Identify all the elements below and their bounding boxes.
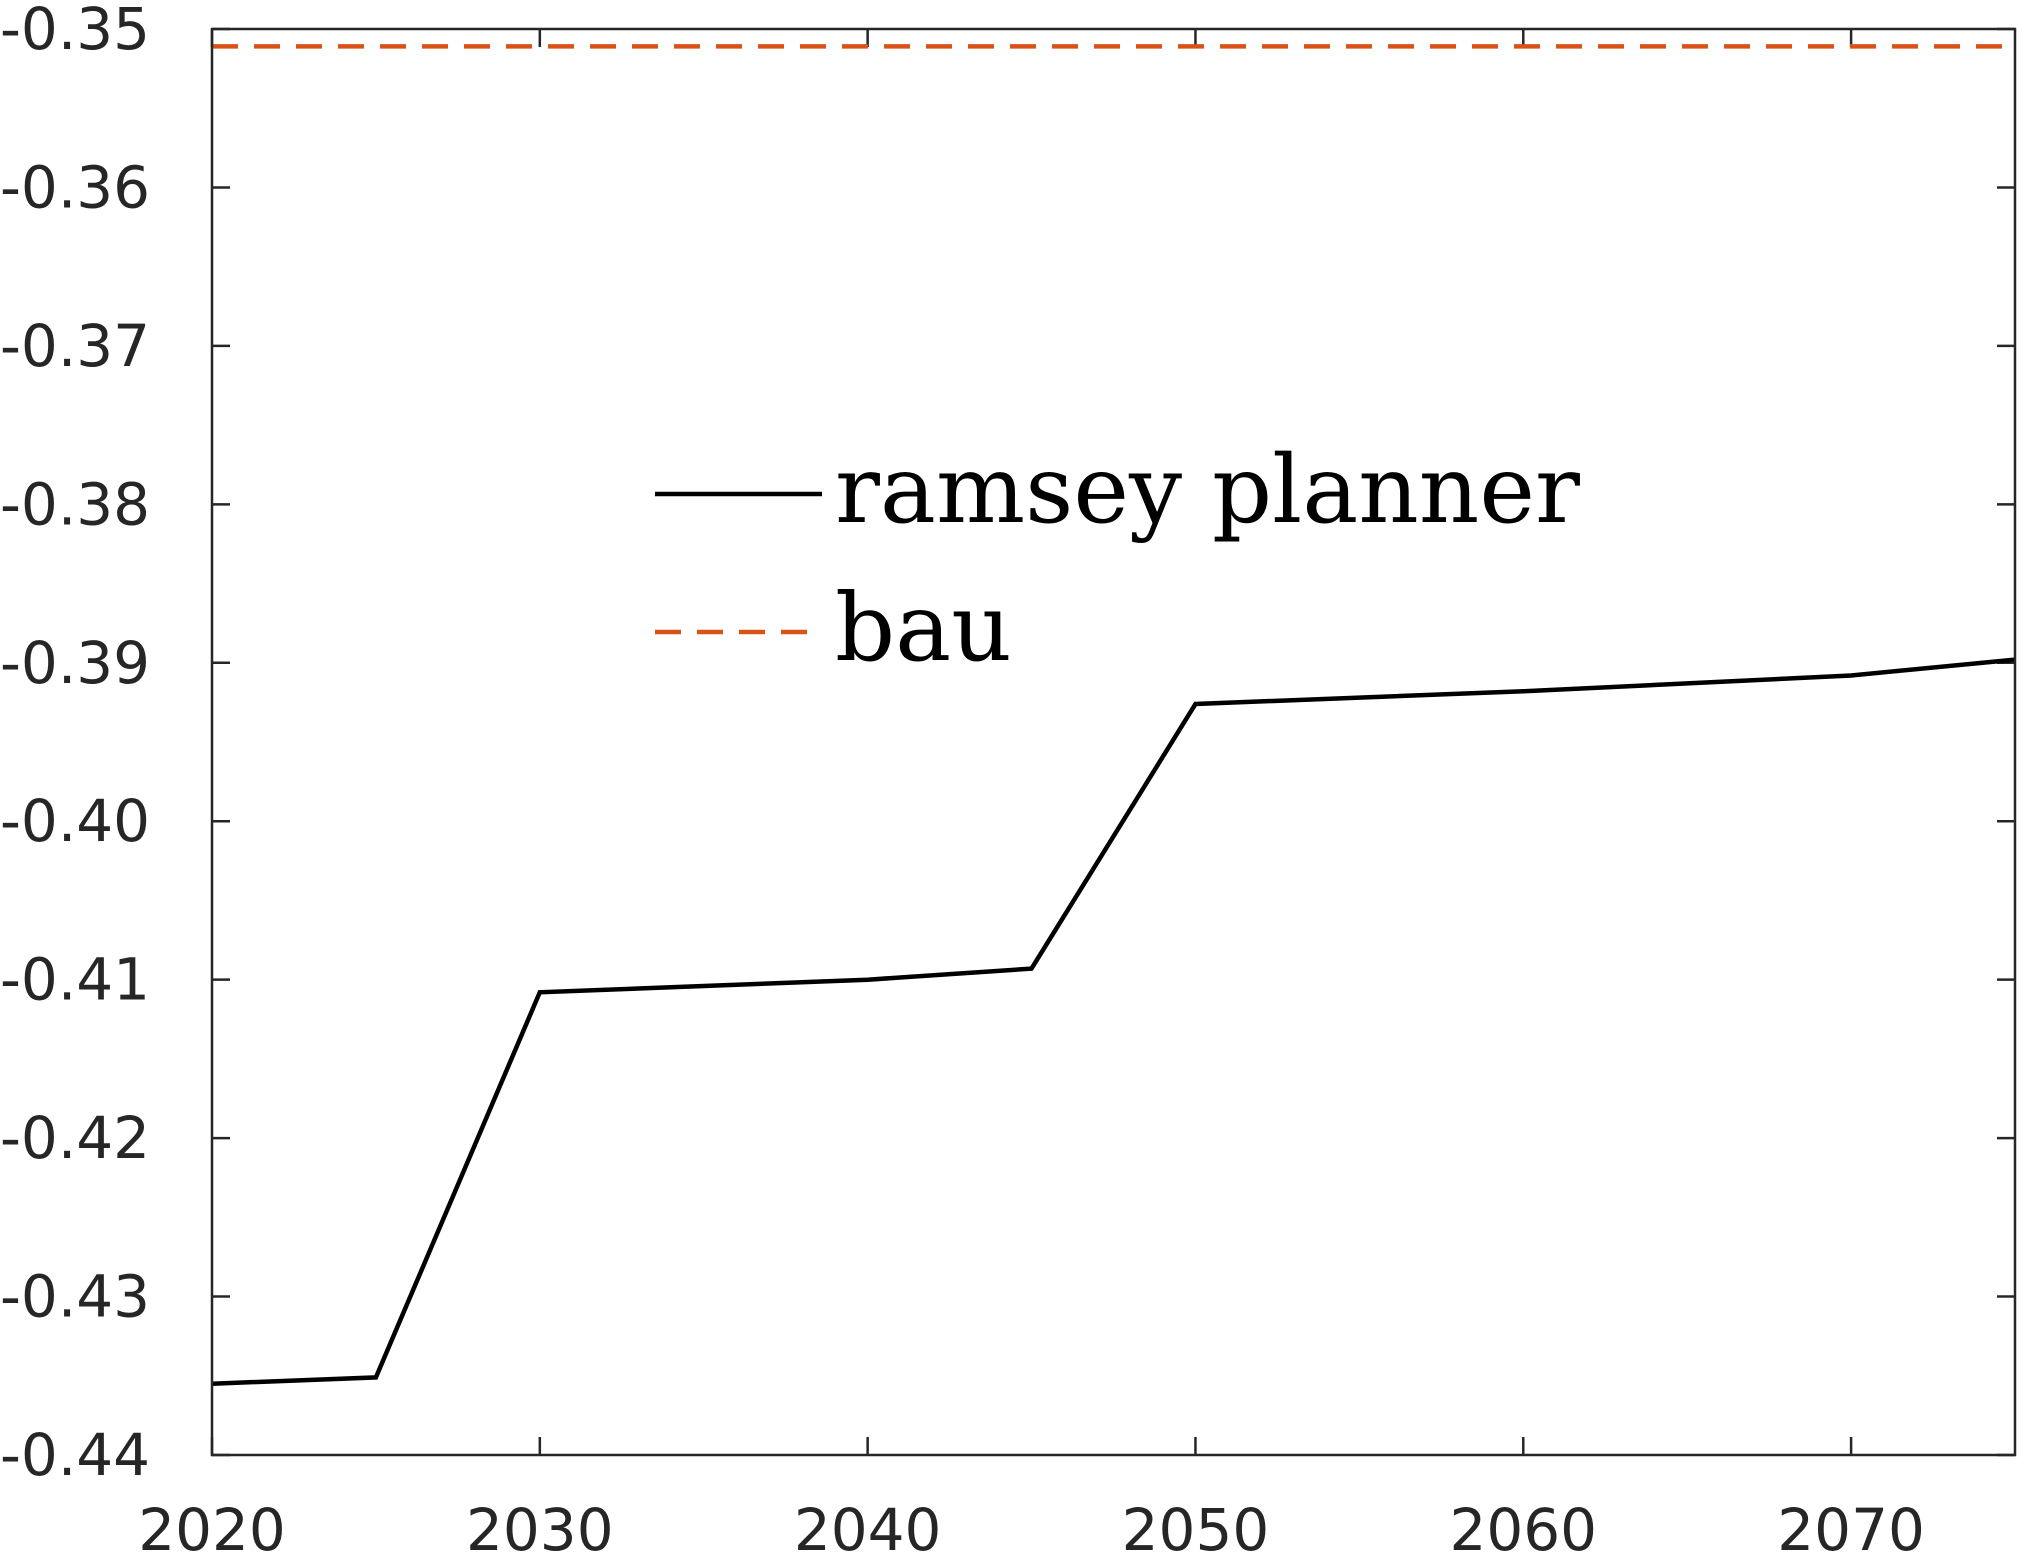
y-tick-label: -0.43 [0,1263,150,1331]
x-tick-label: 2020 [138,1496,286,1554]
legend-label: bau [835,574,1012,683]
y-tick-label: -0.42 [0,1104,150,1172]
x-tick-label: 2030 [466,1496,614,1554]
x-axis-ticks: 2020 2030 2040 2050 2060 2070 [138,29,1925,1554]
y-tick-label: -0.44 [0,1421,150,1489]
legend: ramsey planner bau [655,436,1580,683]
plot-frame [210,27,2017,1457]
y-axis-ticks: -0.35 -0.36 -0.37 -0.38 -0.39 -0.40 -0.41 -0.42… [0,0,2015,1489]
x-tick-label: 2050 [1122,1496,1270,1554]
series-line-ramsey-planner [211,657,2016,1386]
y-tick-label: -0.36 [0,153,150,221]
legend-label: ramsey planner [835,436,1580,545]
series-layer [211,44,2016,1386]
y-tick-label: -0.38 [0,470,150,538]
y-tick-label: -0.37 [0,312,150,380]
x-tick-label: 2070 [1777,1496,1925,1554]
plot-background [212,29,2015,1455]
y-tick-label: -0.35 [0,0,150,63]
y-tick-label: -0.39 [0,629,150,697]
x-tick-label: 2040 [794,1496,942,1554]
y-tick-label: -0.41 [0,946,150,1014]
x-tick-label: 2060 [1449,1496,1597,1554]
y-tick-label: -0.40 [0,787,150,855]
